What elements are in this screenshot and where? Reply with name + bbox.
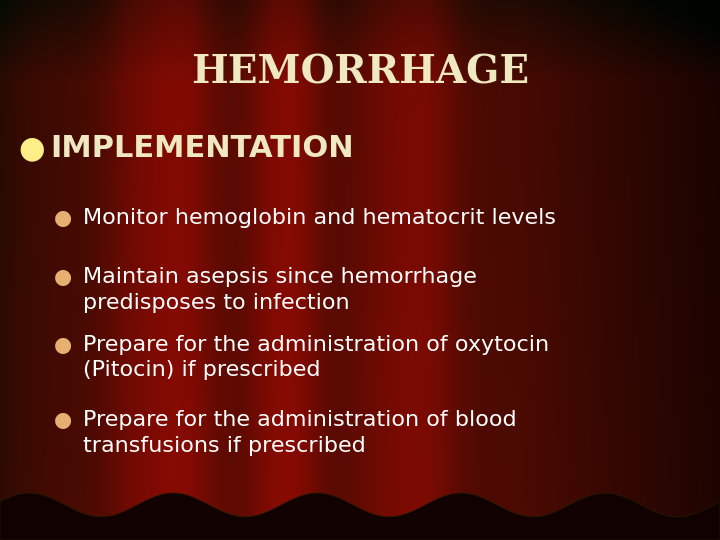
Text: HEMORRHAGE: HEMORRHAGE [191, 54, 529, 92]
Text: ●: ● [54, 335, 72, 355]
Text: Maintain asepsis since hemorrhage
predisposes to infection: Maintain asepsis since hemorrhage predis… [83, 267, 477, 313]
Text: IMPLEMENTATION: IMPLEMENTATION [50, 134, 354, 163]
Text: Prepare for the administration of oxytocin
(Pitocin) if prescribed: Prepare for the administration of oxytoc… [83, 335, 549, 380]
Polygon shape [0, 493, 720, 540]
Text: Prepare for the administration of blood
transfusions if prescribed: Prepare for the administration of blood … [83, 410, 516, 456]
Text: ●: ● [54, 410, 72, 430]
Text: Monitor hemoglobin and hematocrit levels: Monitor hemoglobin and hematocrit levels [83, 208, 556, 228]
Text: ●: ● [54, 208, 72, 228]
Text: ●: ● [54, 267, 72, 287]
Text: ●: ● [18, 134, 45, 163]
